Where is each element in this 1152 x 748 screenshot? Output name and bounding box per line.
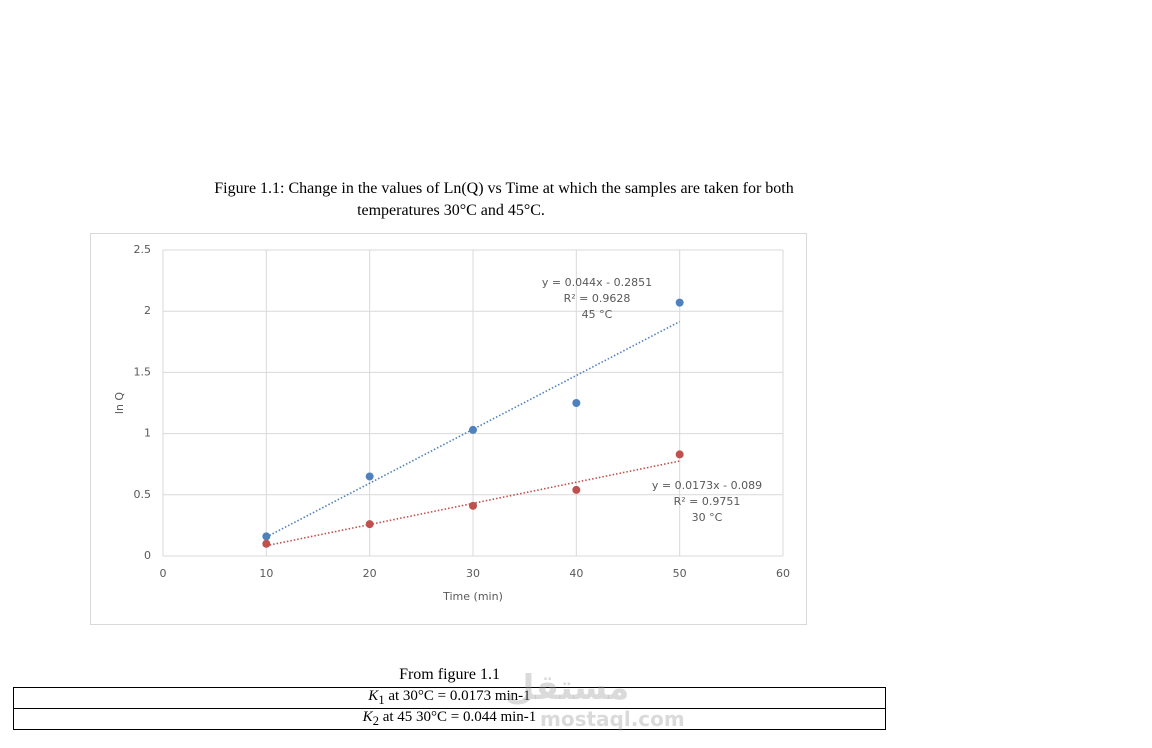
data-point [365, 472, 374, 481]
caption-line: Figure 1.1: Change in the values of Ln(Q… [214, 180, 794, 197]
data-point [675, 450, 684, 459]
table-cell: K2 at 45 30°C = 0.044 min-1 [13, 708, 886, 730]
watermark: مستقل [505, 668, 630, 708]
data-point [365, 520, 374, 529]
x-tick-label: 50 [673, 567, 687, 580]
y-tick-label: 0 [144, 549, 151, 562]
data-point [262, 532, 271, 541]
subscript: 2 [372, 714, 379, 728]
y-tick-label: 1 [144, 427, 151, 440]
data-point [262, 539, 271, 548]
chart: 0 0.5 1 1.5 2 2.5 0 10 20 30 40 50 60 Time (min) ln Q y… [90, 233, 807, 625]
y-tick-label: 2 [144, 304, 151, 317]
data-point [469, 501, 477, 510]
series-name: 45 °C [582, 308, 613, 321]
result-table: K1 at 30°C = 0.0173 min-1 K2 at 45 30°C … [13, 687, 886, 730]
x-tick-label: 40 [569, 567, 583, 580]
trendline-equation: y = 0.044x - 0.2851 [542, 276, 652, 289]
caption-line: temperatures 30°C and 45°C. [357, 202, 545, 219]
data-point [572, 399, 581, 407]
table-row: K1 at 30°C = 0.0173 min-1 [13, 687, 886, 709]
x-tick-label: 60 [776, 567, 790, 580]
y-tick-label: 2.5 [134, 243, 152, 256]
chart-frame [90, 233, 807, 625]
trendline-equation: y = 0.0173x - 0.089 [652, 479, 762, 492]
y-tick-label: 0.5 [134, 488, 152, 501]
x-tick-label: 30 [466, 567, 480, 580]
subscript: 1 [378, 693, 385, 707]
table-cell: K1 at 30°C = 0.0173 min-1 [13, 687, 886, 709]
symbol: K [368, 688, 379, 704]
note: From figure 1.1 [399, 666, 500, 683]
symbol: K [362, 709, 373, 725]
cell-text: at 30°C = 0.0173 min-1 [384, 688, 531, 704]
trendline-r2: R² = 0.9628 [564, 292, 631, 305]
trendline [265, 320, 681, 538]
table-row: K2 at 45 30°C = 0.044 min-1 [13, 708, 886, 730]
data-point [572, 485, 581, 494]
trendline-r2: R² = 0.9751 [674, 495, 741, 508]
x-tick-label: 0 [160, 567, 167, 580]
y-axis-label: ln Q [113, 392, 126, 415]
data-point [469, 425, 477, 434]
x-axis-label: Time (min) [442, 590, 503, 603]
series-name: 30 °C [692, 511, 723, 524]
watermark: mostaql.com [540, 707, 685, 731]
x-tick-label: 10 [259, 567, 273, 580]
y-tick-label: 1.5 [134, 365, 152, 378]
cell-text: at 45 30°C = 0.044 min-1 [378, 709, 537, 725]
x-tick-label: 20 [363, 567, 377, 580]
data-point [675, 298, 684, 307]
